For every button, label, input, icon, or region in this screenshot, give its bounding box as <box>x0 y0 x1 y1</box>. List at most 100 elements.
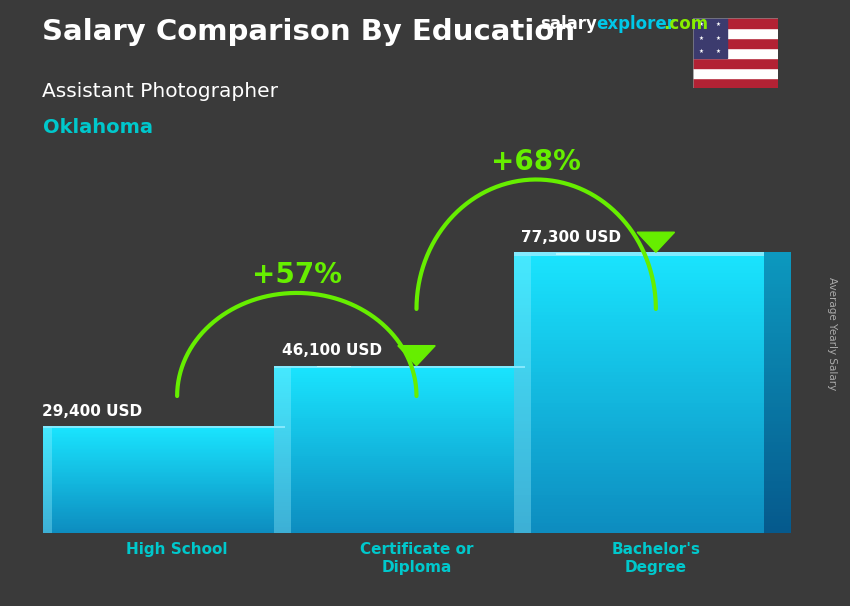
Bar <box>285 481 320 482</box>
Bar <box>35 453 285 454</box>
Bar <box>764 523 798 526</box>
Bar <box>285 479 320 480</box>
Bar <box>285 445 320 447</box>
Bar <box>275 427 524 428</box>
Bar <box>693 48 778 58</box>
Bar <box>35 464 285 465</box>
Bar <box>285 512 320 513</box>
Bar <box>764 371 798 375</box>
Bar <box>513 407 764 410</box>
Bar <box>524 420 558 422</box>
Bar <box>275 506 524 508</box>
Bar <box>35 476 285 477</box>
Bar <box>35 488 285 489</box>
Bar <box>35 440 285 441</box>
Bar <box>764 414 798 418</box>
Bar <box>285 531 320 532</box>
Bar <box>524 395 558 397</box>
Bar <box>35 510 285 512</box>
Bar <box>285 462 320 464</box>
Bar <box>275 393 524 395</box>
Bar <box>524 466 558 468</box>
Bar <box>35 473 285 474</box>
Bar <box>764 277 798 281</box>
Bar <box>275 411 524 414</box>
Bar <box>285 528 320 529</box>
Bar <box>35 468 285 469</box>
Bar <box>524 510 558 512</box>
Bar <box>524 393 558 395</box>
Bar <box>35 457 285 459</box>
Bar <box>275 382 524 385</box>
Bar <box>764 421 798 424</box>
Bar <box>764 498 798 502</box>
Bar <box>285 442 320 444</box>
Bar <box>35 509 285 511</box>
Bar <box>693 68 778 78</box>
Bar <box>285 449 320 450</box>
Bar <box>285 477 320 479</box>
Bar <box>35 490 285 492</box>
Bar <box>524 487 558 489</box>
Bar <box>513 428 764 431</box>
Bar <box>35 472 285 473</box>
Bar <box>524 439 558 441</box>
Bar <box>764 379 798 382</box>
Bar <box>285 441 320 442</box>
Bar <box>285 438 320 440</box>
Bar <box>524 523 558 525</box>
Bar <box>275 450 524 451</box>
Bar <box>764 350 798 354</box>
Bar <box>35 431 285 433</box>
Bar <box>693 58 778 68</box>
Bar <box>35 516 285 518</box>
Bar <box>524 376 558 378</box>
Bar <box>285 465 320 467</box>
Bar <box>285 480 320 481</box>
Bar <box>524 431 558 433</box>
Bar <box>35 508 285 509</box>
Bar <box>513 488 764 491</box>
Bar <box>275 378 524 381</box>
Bar <box>275 372 524 374</box>
Bar <box>764 308 798 312</box>
Bar <box>764 263 798 266</box>
Bar <box>285 433 320 435</box>
Bar <box>285 458 320 460</box>
Bar <box>513 344 764 347</box>
Bar <box>285 488 320 489</box>
Bar <box>524 462 558 464</box>
Bar <box>35 479 285 480</box>
Polygon shape <box>638 232 675 252</box>
Bar <box>285 453 320 454</box>
Bar <box>285 514 320 516</box>
Bar <box>285 525 320 527</box>
Bar <box>524 372 558 374</box>
Bar <box>513 281 764 284</box>
Bar <box>513 319 764 322</box>
Bar <box>285 464 320 465</box>
Bar <box>764 508 798 512</box>
Bar <box>275 493 524 496</box>
Bar <box>764 305 798 308</box>
Bar <box>285 467 320 468</box>
Bar <box>524 460 558 462</box>
Bar <box>285 454 320 456</box>
Bar <box>513 470 764 473</box>
Bar <box>275 496 524 498</box>
Bar <box>513 273 764 277</box>
Bar <box>524 424 558 427</box>
Bar <box>35 428 285 429</box>
Bar <box>524 387 558 388</box>
Bar <box>513 523 764 526</box>
Bar <box>524 401 558 404</box>
Bar <box>693 18 727 58</box>
Bar <box>285 428 320 429</box>
Bar <box>693 78 778 88</box>
Bar <box>35 525 285 527</box>
Text: salary: salary <box>540 15 597 33</box>
Bar <box>275 487 524 489</box>
Bar <box>285 476 320 477</box>
Bar <box>275 439 524 441</box>
Bar <box>513 361 764 365</box>
